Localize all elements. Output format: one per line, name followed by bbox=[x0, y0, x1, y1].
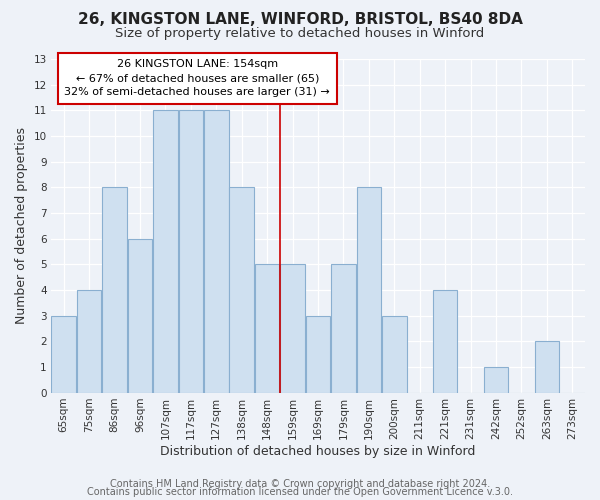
Text: 26 KINGSTON LANE: 154sqm
← 67% of detached houses are smaller (65)
32% of semi-d: 26 KINGSTON LANE: 154sqm ← 67% of detach… bbox=[64, 59, 330, 97]
Bar bbox=[331, 264, 356, 392]
Text: Size of property relative to detached houses in Winford: Size of property relative to detached ho… bbox=[115, 28, 485, 40]
Bar bbox=[356, 188, 381, 392]
Bar bbox=[128, 238, 152, 392]
X-axis label: Distribution of detached houses by size in Winford: Distribution of detached houses by size … bbox=[160, 444, 476, 458]
Bar bbox=[179, 110, 203, 392]
Bar bbox=[382, 316, 407, 392]
Bar bbox=[77, 290, 101, 392]
Bar bbox=[229, 188, 254, 392]
Text: Contains HM Land Registry data © Crown copyright and database right 2024.: Contains HM Land Registry data © Crown c… bbox=[110, 479, 490, 489]
Text: 26, KINGSTON LANE, WINFORD, BRISTOL, BS40 8DA: 26, KINGSTON LANE, WINFORD, BRISTOL, BS4… bbox=[77, 12, 523, 28]
Bar bbox=[280, 264, 305, 392]
Bar bbox=[255, 264, 280, 392]
Bar bbox=[102, 188, 127, 392]
Y-axis label: Number of detached properties: Number of detached properties bbox=[15, 128, 28, 324]
Bar bbox=[305, 316, 331, 392]
Bar bbox=[204, 110, 229, 392]
Text: Contains public sector information licensed under the Open Government Licence v.: Contains public sector information licen… bbox=[87, 487, 513, 497]
Bar bbox=[535, 342, 559, 392]
Bar bbox=[484, 367, 508, 392]
Bar bbox=[153, 110, 178, 392]
Bar bbox=[433, 290, 457, 392]
Bar bbox=[52, 316, 76, 392]
